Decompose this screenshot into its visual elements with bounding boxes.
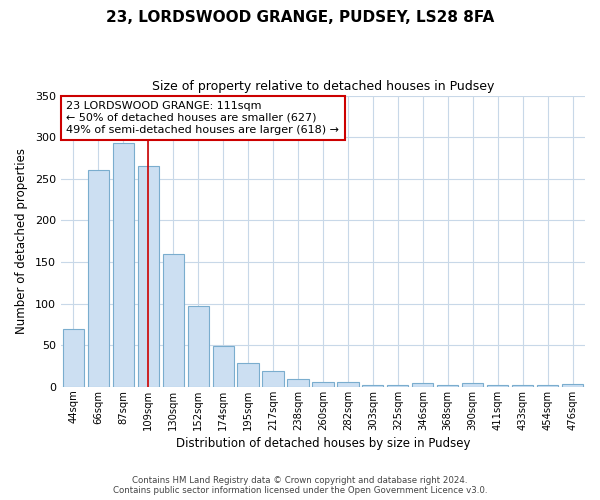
Text: 23 LORDSWOOD GRANGE: 111sqm
← 50% of detached houses are smaller (627)
49% of se: 23 LORDSWOOD GRANGE: 111sqm ← 50% of det…	[66, 102, 339, 134]
Title: Size of property relative to detached houses in Pudsey: Size of property relative to detached ho…	[152, 80, 494, 93]
Bar	[63, 328, 84, 387]
Bar	[462, 382, 484, 387]
Bar	[262, 371, 284, 387]
Text: 23, LORDSWOOD GRANGE, PUDSEY, LS28 8FA: 23, LORDSWOOD GRANGE, PUDSEY, LS28 8FA	[106, 10, 494, 25]
Bar	[512, 385, 533, 387]
Bar	[238, 363, 259, 387]
Bar	[113, 143, 134, 387]
Bar	[88, 170, 109, 387]
Bar	[163, 254, 184, 387]
Bar	[362, 385, 383, 387]
Bar	[437, 385, 458, 387]
Bar	[137, 166, 159, 387]
Text: Contains HM Land Registry data © Crown copyright and database right 2024.
Contai: Contains HM Land Registry data © Crown c…	[113, 476, 487, 495]
Bar	[412, 382, 433, 387]
X-axis label: Distribution of detached houses by size in Pudsey: Distribution of detached houses by size …	[176, 437, 470, 450]
Bar	[337, 382, 359, 387]
Bar	[487, 385, 508, 387]
Bar	[313, 382, 334, 387]
Bar	[537, 385, 558, 387]
Bar	[287, 378, 308, 387]
Bar	[387, 385, 409, 387]
Bar	[562, 384, 583, 387]
Bar	[212, 346, 234, 387]
Y-axis label: Number of detached properties: Number of detached properties	[15, 148, 28, 334]
Bar	[188, 306, 209, 387]
